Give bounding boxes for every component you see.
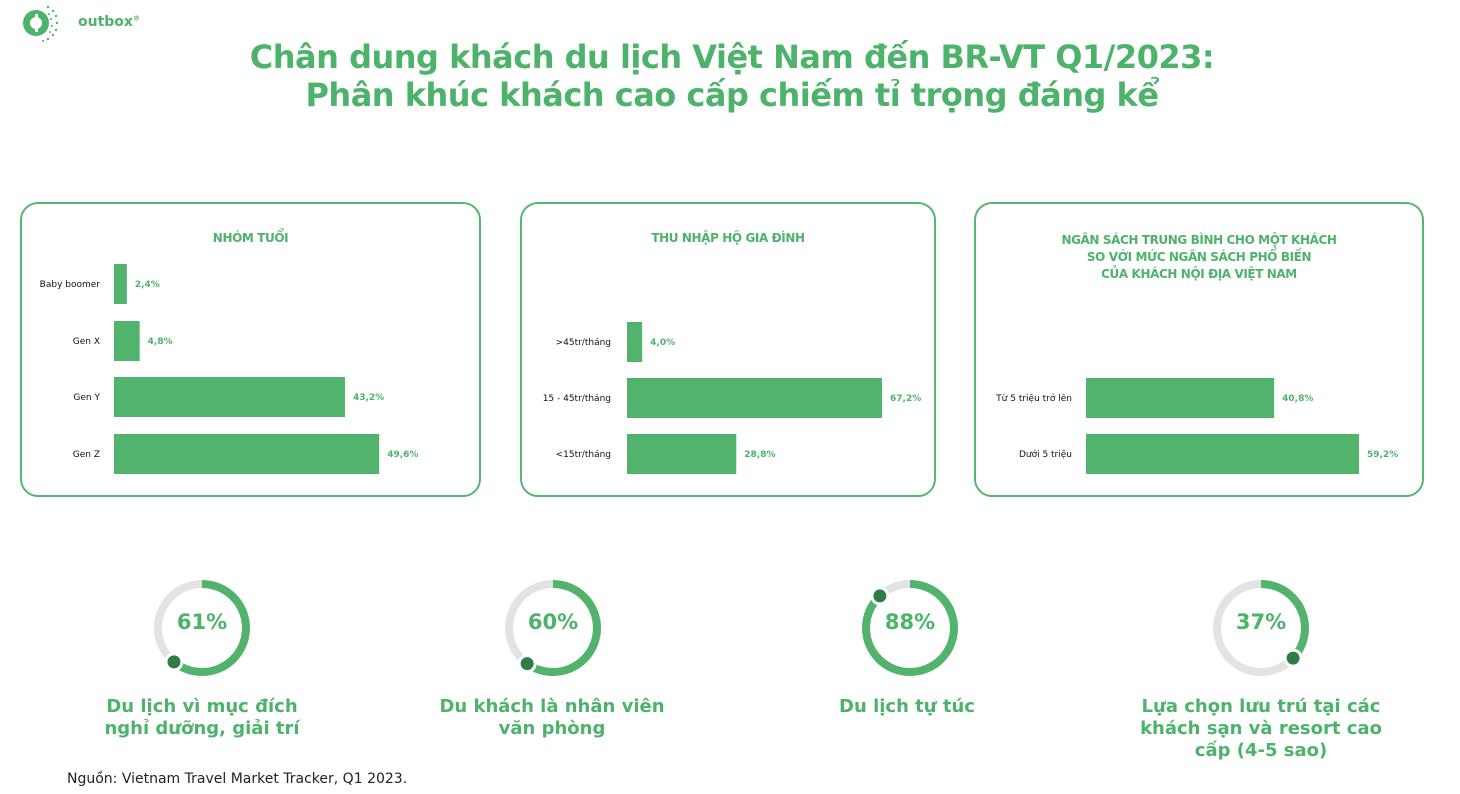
bar	[114, 321, 140, 361]
data-label: 59,2%	[1367, 450, 1398, 460]
chart-title: NGÂN SÁCH TRUNG BÌNH CHO MỘT KHÁCH SO VỚ…	[976, 232, 1422, 283]
data-label: 2,4%	[135, 280, 160, 290]
stat-caption-line: văn phòng	[498, 718, 606, 739]
category-label: Dưới 5 triệu	[1019, 449, 1072, 460]
bar	[627, 378, 882, 418]
outbox-logo-icon	[23, 5, 59, 42]
category-label: Gen X	[73, 337, 100, 347]
data-label: 28,8%	[744, 450, 775, 460]
stat-caption-line: khách sạn và resort cao	[1140, 718, 1382, 739]
donut-progress-arc	[154, 580, 250, 676]
source-note: Nguồn: Vietnam Travel Market Tracker, Q1…	[67, 771, 408, 787]
data-label: 40,8%	[1282, 394, 1313, 404]
stat-percentage: 88%	[884, 610, 936, 634]
household-income-chart-card: THU NHẬP HỘ GIA ĐÌNH >45tr/tháng 4,0% 15 -…	[520, 202, 936, 497]
page-title: Chân dung khách du lịch Việt Nam đến BR-…	[0, 38, 1460, 114]
chart-title: THU NHẬP HỘ GIA ĐÌNH	[651, 231, 805, 245]
category-label: Gen Y	[73, 393, 100, 403]
donut-end-dot	[164, 652, 184, 672]
title-line-1: Chân dung khách du lịch Việt Nam đến BR-…	[249, 38, 1215, 76]
stat-caption: Du lịch tự túc	[777, 696, 1037, 718]
bar	[1086, 434, 1359, 474]
stat-caption-line: cấp (4-5 sao)	[1194, 740, 1328, 761]
progress-donut: 61%	[150, 576, 254, 680]
stat-percentage: 60%	[527, 610, 579, 634]
bar	[627, 322, 643, 362]
data-label: 43,2%	[353, 393, 384, 403]
data-label: 4,0%	[650, 338, 675, 348]
stat-caption-line: Du lịch tự túc	[839, 696, 975, 717]
stat-caption-line: Du khách là nhân viên	[439, 696, 665, 717]
category-label: Từ 5 triệu trở lên	[995, 393, 1072, 404]
bar	[114, 377, 345, 417]
stat-caption: Lựa chọn lưu trú tại các khách sạn và res…	[1131, 696, 1391, 762]
data-label: 4,8%	[148, 337, 173, 347]
progress-donut: 60%	[501, 576, 605, 680]
stat-caption: Du khách là nhân viên văn phòng	[422, 696, 682, 740]
brand-name: outbox®	[78, 14, 140, 30]
bar	[114, 264, 127, 304]
category-label: <15tr/tháng	[556, 450, 611, 460]
age-group-chart-card: NHÓM TUỔI Baby boomer 2,4% Gen X 4,8% Gen Y 4…	[20, 202, 481, 497]
data-label: 49,6%	[387, 450, 418, 460]
donut-progress-arc	[505, 580, 601, 676]
stat-percentage: 37%	[1235, 610, 1287, 634]
stat-caption: Du lịch vì mục đích nghỉ dưỡng, giải trí	[72, 696, 332, 740]
progress-donut: 37%	[1209, 576, 1313, 680]
donut-progress-arc	[1213, 580, 1309, 676]
progress-donut: 88%	[858, 576, 962, 680]
chart-title-line-2: SO VỚI MỨC NGÂN SÁCH PHỔ BIẾN	[1086, 250, 1312, 264]
category-label: >45tr/tháng	[556, 338, 611, 348]
donut-progress-arc	[862, 580, 958, 676]
budget-chart-card: NGÂN SÁCH TRUNG BÌNH CHO MỘT KHÁCH SO VỚ…	[974, 202, 1424, 497]
stat-percentage: 61%	[176, 610, 228, 634]
category-label: 15 - 45tr/tháng	[543, 394, 611, 404]
donut-end-dot	[1283, 648, 1303, 668]
household-income-bar-chart: >45tr/tháng 4,0% 15 - 45tr/tháng 67,2% <15tr…	[543, 322, 921, 474]
category-label: Baby boomer	[40, 280, 101, 290]
bar	[114, 434, 380, 474]
stat-caption-line: nghỉ dưỡng, giải trí	[104, 718, 300, 739]
stat-caption-line: Du lịch vì mục đích	[106, 696, 298, 717]
brand-logo: outbox®	[16, 2, 140, 44]
bar	[627, 434, 737, 474]
data-label: 67,2%	[890, 394, 921, 404]
budget-bar-chart: Từ 5 triệu trở lên 40,8% Dưới 5 triệu 59,2%	[995, 378, 1398, 474]
donut-end-dot	[870, 586, 890, 606]
chart-title-line-3: CỦA KHÁCH NỘI ĐỊA VIỆT NAM	[1101, 267, 1297, 281]
chart-title-line-1: NGÂN SÁCH TRUNG BÌNH CHO MỘT KHÁCH	[1061, 233, 1337, 247]
stat-caption-line: Lựa chọn lưu trú tại các	[1141, 696, 1381, 717]
title-line-2: Phân khúc khách cao cấp chiếm tỉ trọng đ…	[305, 76, 1159, 114]
bar	[1086, 378, 1275, 418]
chart-title: NHÓM TUỔI	[212, 231, 289, 245]
category-label: Gen Z	[73, 450, 100, 460]
donut-end-dot	[517, 654, 537, 674]
age-group-bar-chart: Baby boomer 2,4% Gen X 4,8% Gen Y 43,2% Gen Z 4…	[40, 264, 418, 474]
